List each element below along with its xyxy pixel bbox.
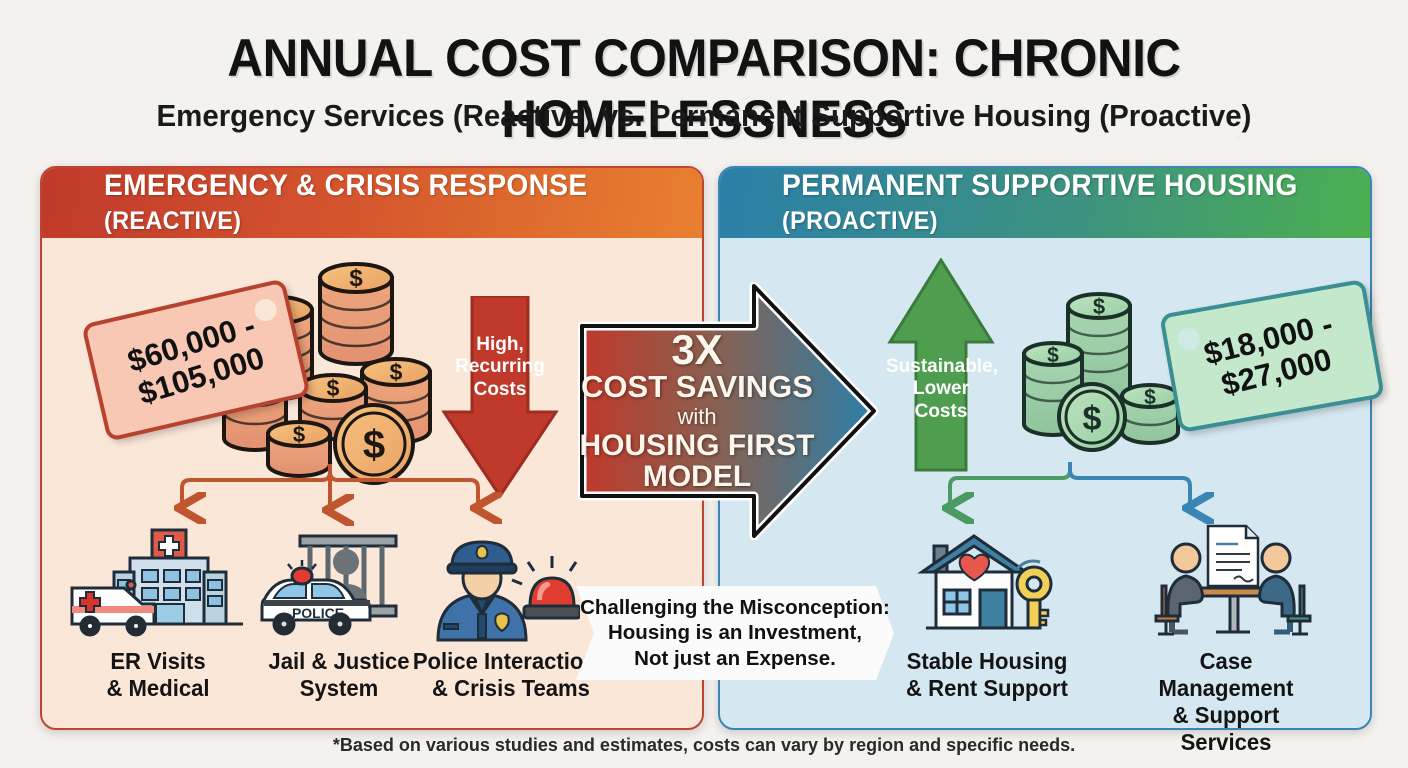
right-connector-lines bbox=[900, 462, 1240, 532]
svg-text:$: $ bbox=[349, 265, 363, 292]
savings-line-1: 3X bbox=[671, 326, 723, 374]
left-panel-heading-main: EMERGENCY & CRISIS RESPONSE bbox=[104, 169, 588, 202]
police-officer-siren-icon bbox=[436, 540, 580, 642]
left-category-label-1: Jail & Justice System bbox=[268, 648, 410, 702]
banner-line-2: Housing is an Investment, bbox=[607, 621, 863, 645]
savings-line-4: HOUSING FIRST bbox=[579, 428, 815, 462]
green-coin-stacks-icon: $ $ $ $ bbox=[1022, 292, 1180, 452]
svg-text:$: $ bbox=[1093, 294, 1105, 319]
high-recurring-costs-label: High, Recurring Costs bbox=[455, 334, 545, 400]
jail-police-car-icon: POLICE bbox=[260, 534, 398, 636]
case-meeting-icon bbox=[1154, 524, 1312, 636]
right-panel-header: PERMANENT SUPPORTIVE HOUSING (PROACTIVE) bbox=[720, 168, 1370, 238]
svg-text:$: $ bbox=[390, 359, 403, 385]
house-heart-key-icon bbox=[917, 534, 1053, 630]
svg-text:$: $ bbox=[1047, 344, 1059, 367]
right-category-label-0: Stable Housing & Rent Support bbox=[906, 648, 1068, 702]
svg-text:$: $ bbox=[1083, 400, 1102, 438]
banner-line-1: Challenging the Misconception: bbox=[580, 595, 890, 619]
tag-hole-icon bbox=[252, 296, 279, 324]
svg-text:$: $ bbox=[363, 423, 385, 467]
sustainable-lower-costs-arrow: Sustainable, Lower Costs bbox=[886, 257, 998, 473]
left-panel-header: EMERGENCY & CRISIS RESPONSE (REACTIVE) bbox=[42, 168, 702, 238]
left-panel-heading-sub: (REACTIVE) bbox=[104, 207, 242, 235]
banner-line-3: Not just an Expense. bbox=[634, 646, 836, 670]
misconception-banner: Challenging the Misconception: Housing i… bbox=[576, 586, 894, 680]
cost-savings-arrow: 3X COST SAVINGS with HOUSING FIRST MODEL bbox=[578, 282, 878, 540]
left-category-label-0: ER Visits & Medical bbox=[106, 648, 210, 702]
savings-line-3: with bbox=[677, 403, 717, 429]
right-panel-heading-main: PERMANENT SUPPORTIVE HOUSING bbox=[782, 169, 1298, 202]
savings-line-5: MODEL bbox=[642, 460, 752, 494]
high-recurring-costs-arrow: High, Recurring Costs bbox=[440, 294, 560, 501]
savings-line-2: COST SAVINGS bbox=[581, 369, 813, 405]
hospital-ambulance-icon bbox=[70, 528, 243, 637]
tag-hole-icon bbox=[1176, 326, 1202, 352]
footnote: *Based on various studies and estimates,… bbox=[332, 735, 1076, 755]
right-category-label-1: Case Management & Support Services bbox=[1158, 648, 1294, 756]
svg-text:$: $ bbox=[293, 422, 305, 447]
right-panel-heading-sub: (PROACTIVE) bbox=[782, 207, 938, 235]
left-connector-lines bbox=[120, 464, 540, 532]
left-category-label-2: Police Interactions & Crisis Teams bbox=[412, 648, 610, 702]
sustainable-lower-costs-label: Sustainable, Lower Costs bbox=[886, 356, 998, 422]
svg-text:$: $ bbox=[1144, 386, 1156, 409]
svg-text:$: $ bbox=[327, 375, 340, 401]
page-subtitle: Emergency Services (Reactive) vs. Perman… bbox=[156, 98, 1252, 133]
page-title: ANNUAL COST COMPARISON: CHRONIC HOMELESS… bbox=[227, 29, 1181, 149]
